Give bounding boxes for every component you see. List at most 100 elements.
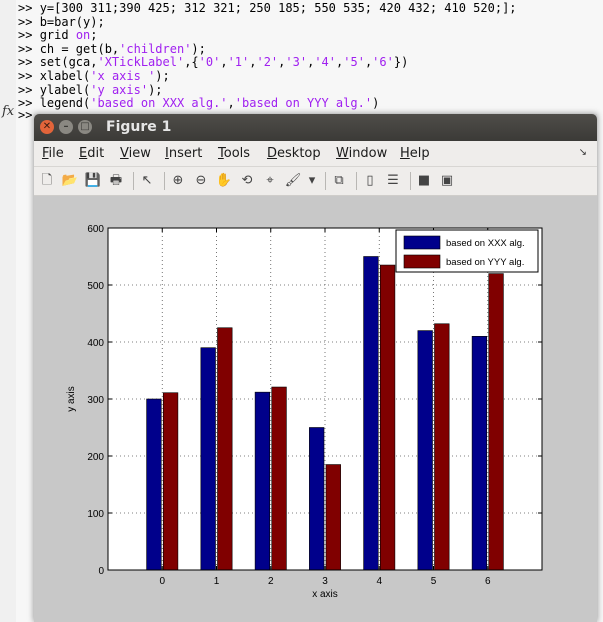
command-line: >> xlabel('x axis '); xyxy=(18,68,517,84)
code-text: y=[300 311;390 425; 312 321; 250 185; 55… xyxy=(39,1,517,15)
string-literal: 'based on YYY alg.' xyxy=(234,96,373,111)
bar-yyy-2[interactable] xyxy=(271,386,287,571)
x-tick-label: 1 xyxy=(214,576,220,587)
rotate-3d-icon[interactable]: ⟲ xyxy=(241,173,253,188)
edit-plot-arrow-icon[interactable]: ↖ xyxy=(141,173,153,188)
y-tick-label: 300 xyxy=(87,395,104,406)
legend-label: based on XXX alg. xyxy=(446,238,525,249)
command-window-gutter xyxy=(0,0,16,622)
y-tick-label: 0 xyxy=(98,566,104,577)
close-button[interactable]: ✕ xyxy=(40,120,54,134)
y-tick-label: 400 xyxy=(87,338,104,349)
legend-swatch xyxy=(403,235,441,250)
string-literal: 'x axis ' xyxy=(90,68,156,83)
fx-icon[interactable]: fx xyxy=(2,104,15,119)
legend-label: based on YYY alg. xyxy=(446,257,524,268)
menu-help[interactable]: Help xyxy=(400,146,430,161)
code-text: ); xyxy=(155,68,170,83)
maximize-button[interactable]: □ xyxy=(78,120,92,134)
bar-xxx-6[interactable] xyxy=(471,336,488,571)
prompt-marker: >> xyxy=(18,96,40,111)
brush-icon[interactable]: 🖌 xyxy=(284,173,302,188)
string-literal: '3' xyxy=(285,55,308,70)
minimize-button[interactable]: – xyxy=(59,120,73,134)
x-tick-label: 4 xyxy=(376,576,382,587)
menu-insert[interactable]: Insert xyxy=(165,146,203,161)
pan-hand-icon[interactable]: ✋ xyxy=(215,173,233,188)
command-line: >> ch = get(b,'children'); xyxy=(18,42,517,57)
toolbar: 🗋 📂 💾 🖶 ↖ ⊕ ⊖ ✋ ⟲ ⌖ 🖌 ▾ ⧉ ▯ ☰ ■ ▣ xyxy=(34,167,597,196)
string-literal: 'based on XXX alg.' xyxy=(90,96,228,111)
string-literal: '5' xyxy=(343,55,365,70)
bar-yyy-0[interactable] xyxy=(162,392,179,571)
bar-xxx-3[interactable] xyxy=(309,427,325,571)
string-literal: '2' xyxy=(256,55,279,70)
toolbar-separator xyxy=(325,172,326,190)
code-text: , xyxy=(307,55,315,70)
x-tick-label: 0 xyxy=(159,576,165,587)
x-tick-label: 3 xyxy=(322,576,328,587)
data-cursor-icon[interactable]: ⌖ xyxy=(266,173,274,188)
bar-yyy-3[interactable] xyxy=(325,464,341,571)
dropdown-arrow-icon[interactable]: ▾ xyxy=(308,173,316,188)
bar-chart[interactable]: 0 100 200 300 400 500 600 0 1 2 3 4 5 6 x axis y axis ba… xyxy=(34,196,597,622)
legend-swatch xyxy=(403,254,441,269)
legend-icon[interactable]: ☰ xyxy=(387,173,399,188)
colorbar-icon[interactable]: ▯ xyxy=(366,173,374,188)
close-icon: ✕ xyxy=(42,121,52,132)
menu-desktop[interactable]: Desktop xyxy=(267,146,321,161)
figure-window: ✕ – □ Figure 1 File Edit View Insert Tools De… xyxy=(34,114,597,622)
bar-yyy-4[interactable] xyxy=(379,264,396,571)
title-bar[interactable]: ✕ – □ Figure 1 xyxy=(34,114,597,141)
bar-xxx-1[interactable] xyxy=(200,347,216,571)
menu-view[interactable]: View xyxy=(120,146,151,161)
show-plot-tools-icon[interactable]: ▣ xyxy=(440,173,454,188)
x-axis-label: x axis xyxy=(312,589,338,600)
prompt-marker: >> xyxy=(18,82,40,97)
menu-file[interactable]: File xyxy=(42,146,64,161)
code-text: set(gca, xyxy=(39,55,98,70)
code-text: grid xyxy=(39,28,76,43)
menu-overflow-icon[interactable]: ↘ xyxy=(578,147,587,158)
y-tick-label: 600 xyxy=(87,224,104,235)
bar-xxx-2[interactable] xyxy=(254,391,271,571)
prompt-marker: >> xyxy=(18,14,40,29)
bar-xxx-0[interactable] xyxy=(146,398,162,571)
code-text: , xyxy=(227,96,235,111)
toolbar-separator xyxy=(356,172,357,190)
code-text: xlabel( xyxy=(39,68,91,83)
save-icon[interactable]: 💾 xyxy=(84,173,102,188)
command-prompt[interactable]: >> xyxy=(18,108,33,122)
command-line: >> ylabel('y axis'); xyxy=(18,82,517,98)
prompt-marker: >> xyxy=(18,1,40,15)
command-line: >> y=[300 311;390 425; 312 321; 250 185;… xyxy=(18,1,517,16)
maximize-icon: □ xyxy=(80,121,90,132)
menu-edit[interactable]: Edit xyxy=(79,146,105,161)
zoom-in-icon[interactable]: ⊕ xyxy=(172,173,184,188)
print-icon[interactable]: 🖶 xyxy=(109,173,123,188)
bar-yyy-5[interactable] xyxy=(434,323,450,571)
prompt-marker: >> xyxy=(18,55,40,70)
toolbar-separator xyxy=(410,172,411,190)
y-tick-label: 100 xyxy=(87,509,104,520)
bar-xxx-4[interactable] xyxy=(363,256,379,571)
menu-tools[interactable]: Tools xyxy=(218,146,251,161)
bar-xxx-5[interactable] xyxy=(417,330,433,571)
new-figure-icon[interactable]: 🗋 xyxy=(41,173,53,188)
string-literal: 'y axis' xyxy=(90,82,149,97)
y-axis-label: y axis xyxy=(66,386,77,412)
menu-window[interactable]: Window xyxy=(336,146,388,161)
bar-yyy-6[interactable] xyxy=(488,273,504,571)
x-tick-label: 6 xyxy=(485,576,491,587)
code-text: }) xyxy=(393,55,409,70)
hide-plot-tools-icon[interactable]: ■ xyxy=(417,173,431,188)
x-tick-label: 2 xyxy=(268,576,274,587)
open-file-icon[interactable]: 📂 xyxy=(61,173,79,188)
toolbar-separator xyxy=(133,172,134,190)
link-plot-icon[interactable]: ⧉ xyxy=(334,173,344,188)
code-text: , xyxy=(220,55,228,70)
bar-yyy-1[interactable] xyxy=(217,327,233,571)
prompt-marker: >> xyxy=(18,68,40,83)
string-literal: '1' xyxy=(227,55,250,70)
zoom-out-icon[interactable]: ⊖ xyxy=(195,173,207,188)
